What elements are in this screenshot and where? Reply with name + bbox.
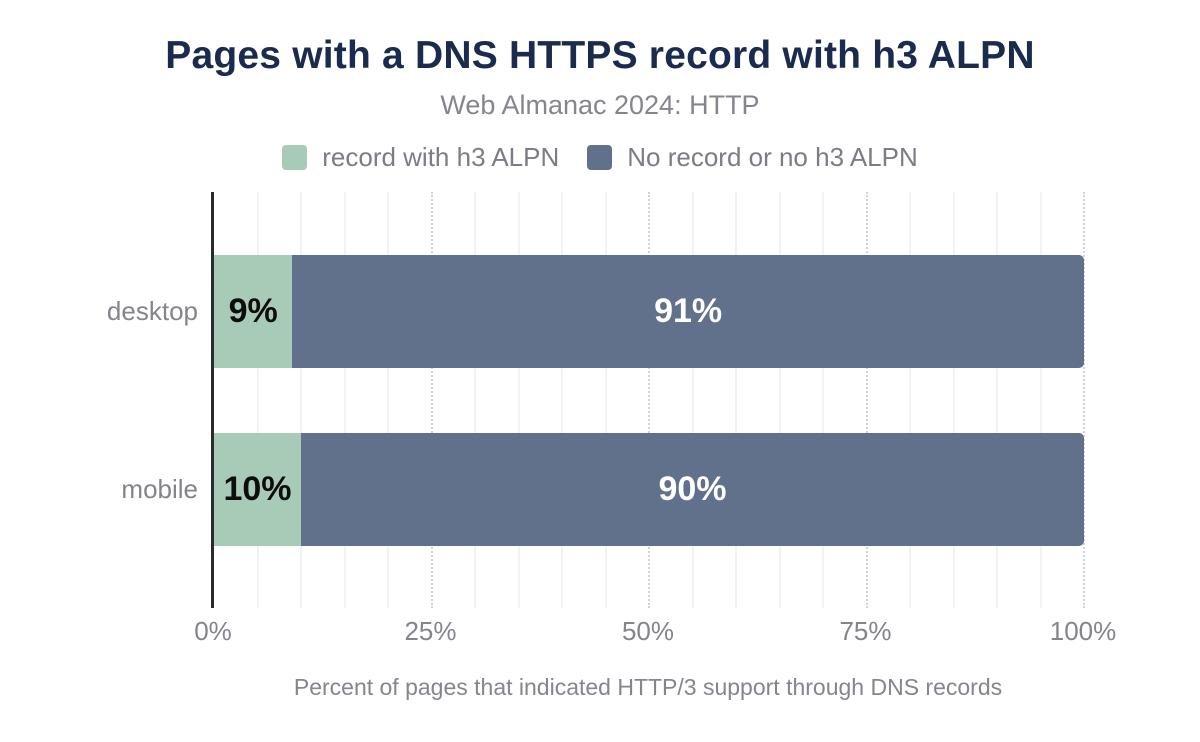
legend-item-record-with-h3-alpn: record with h3 ALPN	[282, 142, 559, 173]
x-tick-label-25: 25%	[404, 616, 457, 646]
gridline-90pct	[996, 192, 998, 608]
bar-value-label: 90%	[658, 470, 727, 508]
gridline-80pct	[909, 192, 911, 608]
gridline-95pct	[1039, 192, 1042, 608]
y-axis-line	[211, 192, 214, 608]
legend-swatch-record-with-h3-alpn	[282, 145, 308, 170]
bar-segment-mobile-record-with-h3-alpn[interactable]: 10%	[214, 433, 301, 546]
gridline-85pct	[952, 192, 955, 608]
gridline-15pct	[343, 192, 346, 608]
gridline-30pct	[474, 192, 476, 608]
gridline-5pct	[256, 192, 259, 608]
legend-label: No record or no h3 ALPN	[627, 142, 918, 172]
bar-segment-desktop-no-record-or-no-h3-alpn[interactable]: 91%	[292, 255, 1084, 368]
gridline-65pct	[778, 192, 781, 608]
chart-title: Pages with a DNS HTTPS record with h3 AL…	[165, 34, 1035, 77]
legend-swatch-no-record-or-no-h3-alpn	[587, 145, 613, 170]
bar-segment-mobile-no-record-or-no-h3-alpn[interactable]: 90%	[301, 433, 1084, 546]
gridline-70pct	[822, 192, 824, 608]
gridline-40pct	[561, 192, 563, 608]
legend-item-no-record-or-no-h3-alpn: No record or no h3 ALPN	[587, 142, 918, 173]
gridline-100pct	[1083, 192, 1085, 608]
x-tick-label-100: 100%	[1049, 616, 1117, 646]
gridline-25pct	[430, 192, 433, 608]
bar-row-mobile: 10% 90%	[214, 433, 1084, 546]
legend-label: record with h3 ALPN	[322, 142, 560, 172]
gridline-55pct	[691, 192, 694, 608]
gridline-10pct	[300, 192, 302, 608]
gridline-35pct	[517, 192, 520, 608]
gridline-50pct	[648, 192, 650, 608]
gridline-45pct	[604, 192, 607, 608]
y-tick-label-mobile: mobile	[121, 474, 198, 504]
gridline-60pct	[735, 192, 737, 608]
bar-segment-desktop-record-with-h3-alpn[interactable]: 9%	[214, 255, 293, 368]
x-axis-title: Percent of pages that indicated HTTP/3 s…	[293, 674, 1003, 700]
bar-value-label: 91%	[654, 292, 723, 330]
plot-area: 9% 91% 10% 90%	[211, 192, 1085, 608]
legend: record with h3 ALPN No record or no h3 A…	[0, 142, 1200, 173]
y-tick-label-desktop: desktop	[106, 296, 198, 326]
bar-value-label: 9%	[228, 292, 278, 330]
bar-value-label: 10%	[223, 470, 292, 508]
x-tick-label-0: 0%	[194, 616, 232, 646]
gridline-75pct	[865, 192, 868, 608]
x-tick-label-75: 75%	[839, 616, 892, 646]
x-tick-label-50: 50%	[621, 616, 675, 646]
bar-row-desktop: 9% 91%	[214, 255, 1084, 368]
gridline-20pct	[387, 192, 389, 608]
chart-subtitle: Web Almanac 2024: HTTP	[440, 90, 760, 120]
